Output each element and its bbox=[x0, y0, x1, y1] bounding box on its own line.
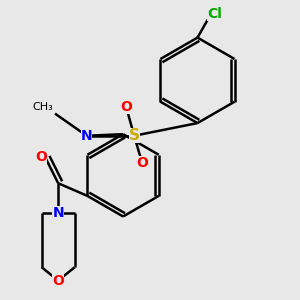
Text: O: O bbox=[120, 100, 132, 114]
Text: O: O bbox=[35, 150, 47, 164]
Text: O: O bbox=[52, 274, 64, 288]
Text: S: S bbox=[129, 128, 140, 143]
Text: O: O bbox=[136, 156, 148, 170]
Text: Cl: Cl bbox=[208, 7, 222, 21]
Text: CH₃: CH₃ bbox=[33, 102, 53, 112]
Text: N: N bbox=[52, 206, 64, 220]
Text: N: N bbox=[81, 129, 92, 143]
Text: N: N bbox=[52, 206, 64, 220]
